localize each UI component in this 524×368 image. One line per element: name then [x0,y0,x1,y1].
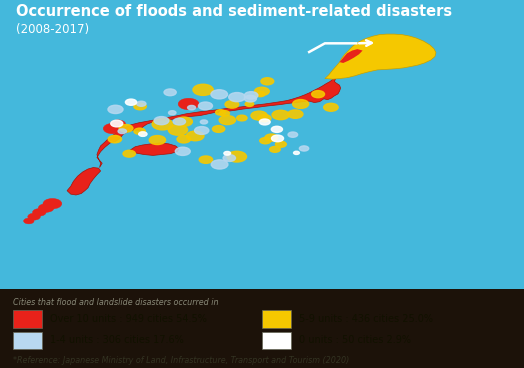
Circle shape [178,98,199,110]
Circle shape [228,92,245,102]
Circle shape [108,105,123,114]
Text: 5-9 units : 436 cities 25.0%: 5-9 units : 436 cities 25.0% [299,314,433,324]
Circle shape [199,156,213,163]
Circle shape [276,141,286,147]
Circle shape [152,118,173,130]
Circle shape [265,134,278,141]
FancyBboxPatch shape [0,0,524,293]
Circle shape [224,152,231,155]
Circle shape [324,103,338,111]
Circle shape [43,198,62,209]
Polygon shape [97,78,341,167]
Circle shape [173,118,185,125]
Circle shape [225,100,239,108]
Text: Over 10 units : 949 cities 54.5%: Over 10 units : 949 cities 54.5% [50,314,206,324]
Circle shape [119,124,133,132]
Circle shape [212,125,225,132]
Circle shape [211,160,228,169]
Circle shape [108,135,122,143]
Circle shape [28,213,40,220]
Circle shape [272,110,289,120]
Circle shape [149,135,166,145]
Circle shape [256,92,265,97]
Circle shape [123,150,135,157]
Circle shape [219,116,235,125]
Circle shape [244,92,258,99]
Text: *Reference: Japanese Ministry of Land, Infrastructure, Transport and Tourism (20: *Reference: Japanese Ministry of Land, I… [13,355,350,365]
Circle shape [188,106,195,110]
Text: Occurrence of floods and sediment-related disasters: Occurrence of floods and sediment-relate… [16,4,452,19]
Circle shape [251,111,267,120]
Circle shape [176,147,190,155]
Circle shape [245,102,254,106]
Circle shape [271,135,283,142]
Circle shape [164,89,176,96]
Circle shape [271,126,282,132]
Circle shape [292,99,309,109]
Circle shape [312,91,324,98]
Circle shape [220,111,230,116]
Circle shape [134,128,145,134]
Circle shape [154,117,169,125]
Polygon shape [325,34,436,79]
Circle shape [258,114,271,122]
Circle shape [200,120,208,124]
Circle shape [353,69,358,72]
Circle shape [255,87,269,95]
Polygon shape [67,167,101,195]
Circle shape [111,120,123,127]
Circle shape [260,138,271,144]
Circle shape [347,71,353,75]
Circle shape [194,127,209,134]
Circle shape [193,84,213,95]
Circle shape [341,73,349,77]
Circle shape [32,209,46,216]
Bar [262,310,291,328]
Text: (2008-2017): (2008-2017) [16,23,89,36]
Circle shape [261,78,274,85]
Circle shape [211,90,227,99]
Bar [262,332,291,349]
Text: Cities that flood and landslide disasters occurred in: Cities that flood and landslide disaster… [13,298,219,307]
Circle shape [237,115,247,121]
Circle shape [227,151,247,162]
Circle shape [137,101,146,106]
Circle shape [199,102,213,110]
Circle shape [288,132,298,137]
Circle shape [176,117,192,126]
Circle shape [134,103,146,110]
Circle shape [177,135,191,143]
Circle shape [125,99,137,105]
Circle shape [259,119,270,125]
Circle shape [169,111,176,115]
Circle shape [293,151,299,155]
Polygon shape [130,143,179,155]
Bar [13,310,42,328]
Circle shape [110,120,126,128]
Bar [13,332,42,349]
Circle shape [270,146,280,152]
Circle shape [187,131,204,141]
Circle shape [118,129,126,134]
Circle shape [139,132,147,137]
Circle shape [288,110,303,118]
Polygon shape [340,49,363,63]
Circle shape [223,155,235,162]
Circle shape [244,95,256,102]
Circle shape [215,110,225,115]
Text: 0 units : 50 cities 2.9%: 0 units : 50 cities 2.9% [299,335,411,345]
Circle shape [38,204,54,212]
Circle shape [103,123,122,134]
Circle shape [24,218,34,224]
Circle shape [168,125,188,135]
Text: 1-4 units : 306 cities 17.6%: 1-4 units : 306 cities 17.6% [50,335,183,345]
Circle shape [299,146,309,151]
